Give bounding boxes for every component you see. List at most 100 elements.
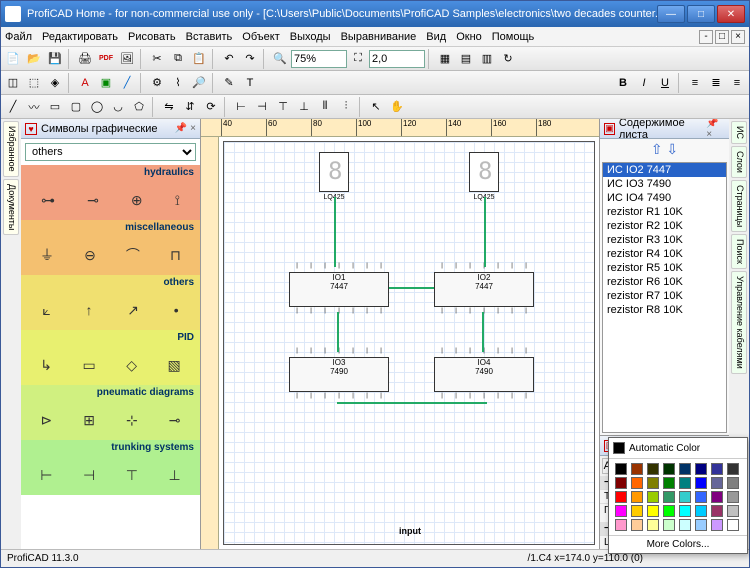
tab-ic[interactable]: ИС xyxy=(731,121,747,144)
rotate-icon[interactable]: ⟳ xyxy=(201,97,221,117)
align-r-icon[interactable]: ⊤ xyxy=(273,97,293,117)
print-icon[interactable]: 🖨 xyxy=(75,49,95,69)
menu-output[interactable]: Выходы xyxy=(290,31,331,43)
dist-h-icon[interactable]: ⫴ xyxy=(315,97,335,117)
zoom-combo[interactable] xyxy=(291,50,347,68)
color-swatch[interactable] xyxy=(631,491,643,503)
color-swatch[interactable] xyxy=(631,505,643,517)
tb2-2[interactable]: ⬚ xyxy=(24,73,44,93)
ic-chip-IO4[interactable]: IO47490|||||||||||||| xyxy=(434,357,534,392)
grid1-icon[interactable]: ▦ xyxy=(435,49,455,69)
sheet-pin-icon[interactable]: 📌 × xyxy=(706,119,725,140)
list-item[interactable]: rezistor R3 10K xyxy=(603,233,726,247)
align-l-icon[interactable]: ⊢ xyxy=(231,97,251,117)
tb2-1[interactable]: ◫ xyxy=(3,73,23,93)
fill-color-icon[interactable]: ▣ xyxy=(96,73,116,93)
color-swatch[interactable] xyxy=(679,519,691,531)
zoom-icon[interactable]: 🔍 xyxy=(270,49,290,69)
color-swatch[interactable] xyxy=(727,505,739,517)
seven-segment-display[interactable]: LQ425 xyxy=(319,152,349,192)
color-swatch[interactable] xyxy=(647,491,659,503)
color-picker-popup[interactable]: Automatic Color More Colors... xyxy=(608,437,748,554)
tab-search[interactable]: Поиск xyxy=(731,234,747,269)
color-swatch[interactable] xyxy=(631,519,643,531)
color-swatch[interactable] xyxy=(679,463,691,475)
tab-pages[interactable]: Страницы xyxy=(731,180,747,232)
color-swatch[interactable] xyxy=(631,463,643,475)
pan-tool-icon[interactable]: ✋ xyxy=(387,97,407,117)
grid3-icon[interactable]: ▥ xyxy=(477,49,497,69)
arc-tool-icon[interactable]: ◡ xyxy=(108,97,128,117)
tab-cables[interactable]: Управление кабелями xyxy=(731,271,747,374)
color-swatch[interactable] xyxy=(695,519,707,531)
open-icon[interactable]: 📂 xyxy=(24,49,44,69)
save-icon[interactable]: 💾 xyxy=(45,49,65,69)
rect-tool-icon[interactable]: ▭ xyxy=(45,97,65,117)
category-symbols[interactable]: ⟀↑↗• xyxy=(21,290,200,330)
list-item[interactable]: ИС IO3 7490 xyxy=(603,177,726,191)
menu-object[interactable]: Объект xyxy=(242,31,279,43)
italic-icon[interactable]: I xyxy=(634,73,654,93)
tab-favorites[interactable]: Избранное xyxy=(3,121,19,177)
rrect-tool-icon[interactable]: ▢ xyxy=(66,97,86,117)
select-tool-icon[interactable]: ↖ xyxy=(366,97,386,117)
tab-layers[interactable]: Слои xyxy=(731,146,747,178)
color-swatch[interactable] xyxy=(711,491,723,503)
color-swatch[interactable] xyxy=(695,463,707,475)
component-icon[interactable]: ⚙ xyxy=(147,73,167,93)
img-icon[interactable]: 🖼 xyxy=(117,49,137,69)
category-symbols[interactable]: ⏚⊖⌒⊓ xyxy=(21,235,200,275)
color-swatch[interactable] xyxy=(695,505,707,517)
close-button[interactable]: ✕ xyxy=(717,5,745,23)
category-symbols[interactable]: ⊳⊞⊹⊸ xyxy=(21,400,200,440)
color-swatch[interactable] xyxy=(727,519,739,531)
flip-h-icon[interactable]: ⇋ xyxy=(159,97,179,117)
color-swatch[interactable] xyxy=(711,463,723,475)
list-item[interactable]: rezistor R2 10K xyxy=(603,219,726,233)
category-symbols[interactable]: ⊶⊸⊕⟟ xyxy=(21,180,200,220)
ic-chip-IO3[interactable]: IO37490|||||||||||||| xyxy=(289,357,389,392)
ic-chip-IO1[interactable]: IO17447|||||||||||||| xyxy=(289,272,389,307)
menu-window[interactable]: Окно xyxy=(456,31,482,43)
menu-edit[interactable]: Редактировать xyxy=(42,31,118,43)
find-icon[interactable]: 🔎 xyxy=(189,73,209,93)
list-item[interactable]: ИС IO4 7490 xyxy=(603,191,726,205)
cut-icon[interactable]: ✂ xyxy=(147,49,167,69)
color-swatch[interactable] xyxy=(615,519,627,531)
category-hydraulics[interactable]: hydraulics xyxy=(21,165,200,180)
color-swatch[interactable] xyxy=(647,463,659,475)
color-swatch[interactable] xyxy=(615,463,627,475)
pin-icon[interactable]: 📌 × xyxy=(175,123,196,134)
list-item[interactable]: rezistor R4 10K xyxy=(603,247,726,261)
tab-documents[interactable]: Документы xyxy=(3,179,19,235)
color-swatch[interactable] xyxy=(615,491,627,503)
list-item[interactable]: rezistor R8 10K xyxy=(603,303,726,317)
dist-v-icon[interactable]: ⫶ xyxy=(336,97,356,117)
color-swatch[interactable] xyxy=(695,477,707,489)
new-icon[interactable]: 📄 xyxy=(3,49,23,69)
underline-icon[interactable]: U xyxy=(655,73,675,93)
category-symbols[interactable]: ↳▭◇▧ xyxy=(21,345,200,385)
align-left-icon[interactable]: ≡ xyxy=(685,73,705,93)
wire-icon[interactable]: ⌇ xyxy=(168,73,188,93)
color-swatch[interactable] xyxy=(631,477,643,489)
copy-icon[interactable]: ⧉ xyxy=(168,49,188,69)
category-others[interactable]: others xyxy=(21,275,200,290)
redo-icon[interactable]: ↷ xyxy=(240,49,260,69)
list-item[interactable]: rezistor R1 10K xyxy=(603,205,726,219)
auto-color-row[interactable]: Automatic Color xyxy=(609,438,747,459)
list-item[interactable]: rezistor R5 10K xyxy=(603,261,726,275)
grid2-icon[interactable]: ▤ xyxy=(456,49,476,69)
font-color-icon[interactable]: A xyxy=(75,73,95,93)
menu-draw[interactable]: Рисовать xyxy=(128,31,176,43)
color-swatch[interactable] xyxy=(727,477,739,489)
category-PID[interactable]: PID xyxy=(21,330,200,345)
color-swatch[interactable] xyxy=(647,519,659,531)
list-item[interactable]: ИС IO2 7447 xyxy=(603,163,726,177)
align-c-icon[interactable]: ⊣ xyxy=(252,97,272,117)
seven-segment-display[interactable]: LQ425 xyxy=(469,152,499,192)
color-swatch[interactable] xyxy=(663,463,675,475)
scale-combo[interactable] xyxy=(369,50,425,68)
menu-view[interactable]: Вид xyxy=(426,31,446,43)
curve-tool-icon[interactable]: 〰 xyxy=(24,97,44,117)
